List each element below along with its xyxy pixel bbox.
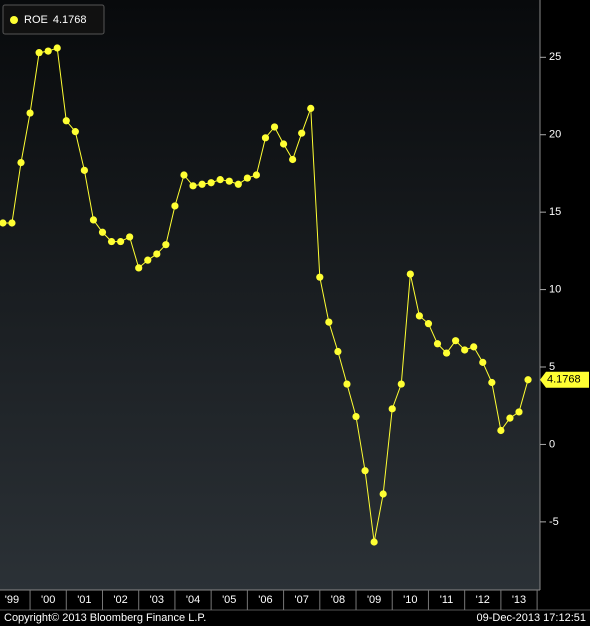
y-tick-label: 5: [549, 361, 555, 373]
x-tick-label: '12: [476, 594, 490, 606]
data-point: [343, 380, 351, 388]
plot-background: [0, 0, 540, 590]
data-point: [406, 270, 414, 278]
data-point: [298, 129, 306, 137]
data-point: [26, 109, 34, 117]
data-point: [307, 104, 315, 112]
y-tick-label: -5: [549, 516, 559, 528]
data-point: [107, 237, 116, 246]
footer-background: [0, 590, 590, 626]
data-point: [126, 233, 134, 241]
data-point: [53, 44, 61, 52]
data-point: [8, 219, 16, 227]
data-point: [243, 174, 251, 182]
data-point: [334, 347, 342, 356]
last-value-tag: [540, 371, 589, 388]
data-point: [117, 237, 125, 246]
data-point: [370, 538, 378, 546]
data-point: [89, 216, 98, 224]
axis-background: [540, 0, 590, 590]
data-point: [44, 47, 52, 55]
data-point: [144, 256, 152, 264]
data-point: [216, 176, 224, 184]
legend-series-value: 4.1768: [53, 14, 87, 26]
x-tick-label: '07: [295, 594, 309, 606]
data-point: [388, 405, 396, 413]
data-point: [62, 117, 70, 125]
data-point: [207, 179, 215, 187]
legend-box: [2, 4, 105, 35]
data-point: [397, 380, 405, 388]
x-tick-label: '06: [258, 594, 272, 606]
data-point: [35, 49, 43, 57]
data-point: [0, 219, 7, 227]
y-tick-label: 0: [549, 438, 555, 450]
data-point: [98, 228, 107, 236]
x-tick-label: '13: [512, 594, 526, 606]
data-point: [71, 128, 79, 136]
legend-label: ROE 4.1768: [24, 14, 87, 26]
data-point: [433, 340, 442, 348]
x-tick-label: '10: [403, 594, 417, 606]
data-point: [153, 250, 161, 258]
x-tick-label: '09: [367, 594, 381, 606]
legend: ROE 4.1768: [2, 4, 105, 35]
data-point: [497, 426, 505, 435]
data-point: [261, 134, 270, 142]
data-point: [198, 180, 206, 188]
data-point: [361, 467, 369, 475]
data-point: [180, 171, 188, 179]
data-point: [442, 349, 451, 357]
data-point: [171, 202, 179, 210]
x-tick-label: '03: [150, 594, 164, 606]
x-tick-label: '02: [113, 594, 127, 606]
last-value-label: 4.1768: [547, 374, 581, 386]
y-tick-label: 10: [549, 283, 561, 295]
data-point: [17, 158, 25, 167]
x-tick-label: '05: [222, 594, 236, 606]
x-tick-label: '04: [186, 594, 200, 606]
data-point: [352, 412, 360, 421]
data-point: [289, 155, 297, 164]
data-point: [162, 241, 170, 249]
data-point: [479, 358, 487, 366]
y-tick-label: 25: [549, 51, 561, 63]
data-point: [135, 264, 143, 272]
data-point: [424, 320, 433, 328]
legend-series-name: ROE: [24, 14, 48, 26]
data-point: [506, 414, 514, 422]
data-point: [488, 378, 496, 387]
data-point: [461, 346, 469, 354]
data-point: [452, 337, 460, 345]
data-point: [234, 180, 242, 188]
data-point: [524, 376, 532, 384]
x-tick-label: '01: [77, 594, 91, 606]
legend-marker: [10, 16, 18, 24]
footer-timestamp: 09-Dec-2013 17:12:51: [477, 612, 586, 624]
x-tick-label: '11: [440, 594, 454, 606]
data-point: [325, 318, 333, 326]
data-point: [279, 140, 288, 148]
data-point: [270, 123, 279, 131]
x-tick-label: '08: [331, 594, 345, 606]
data-point: [252, 171, 261, 179]
y-tick-label: 15: [549, 206, 561, 218]
footer-copyright: Copyright© 2013 Bloomberg Finance L.P.: [4, 612, 206, 624]
data-point: [470, 343, 478, 351]
data-point: [415, 312, 423, 320]
data-point: [515, 408, 523, 416]
data-point: [316, 273, 324, 281]
x-tick-label: '00: [41, 594, 55, 606]
y-tick-label: 20: [549, 129, 561, 141]
data-point: [379, 490, 387, 498]
data-point: [225, 177, 233, 185]
data-point: [80, 166, 88, 174]
data-point: [189, 182, 197, 190]
x-tick-label: '99: [5, 594, 19, 606]
